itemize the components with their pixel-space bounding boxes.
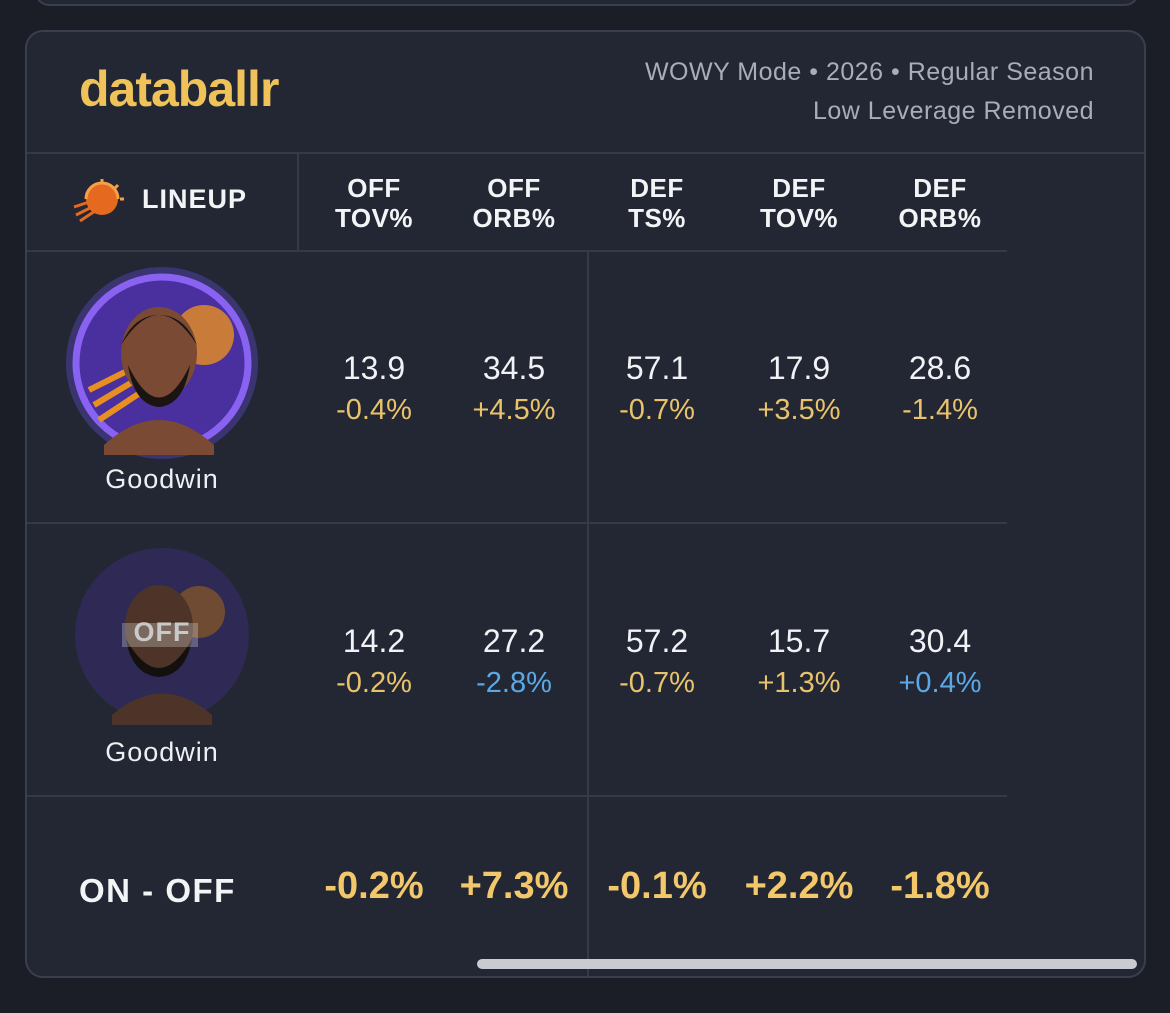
stat-delta: -0.4% [336,394,412,426]
lineup-header: LINEUP [142,184,248,214]
column-header: OFF [487,173,541,203]
on-off-value: -0.2% [324,865,424,907]
meta-line: WOWY Mode • 2026 • Regular Season [644,58,1094,86]
column-header: TOV% [334,203,414,233]
stat-delta: +0.4% [898,667,982,699]
player-photo-on [66,267,258,459]
column-header: OFF [347,173,401,203]
stat-delta: -0.7% [619,667,695,699]
stat-delta: +3.5% [757,394,841,426]
stat-value: 17.9 [767,350,831,386]
stat-value: 14.2 [342,623,406,659]
stat-value: 57.1 [625,350,689,386]
player-name: Goodwin [105,737,219,767]
on-off-value: -1.8% [890,865,990,907]
stat-value: 57.2 [625,623,689,659]
divider [27,152,1144,154]
column-header: DEF [913,173,967,203]
wowy-card: databallr WOWY Mode • 2026 • Regular Sea… [25,30,1146,978]
stat-value: 13.9 [342,350,406,386]
divider [27,795,1007,797]
stat-delta: -1.4% [902,394,978,426]
logo: databallr [79,61,279,117]
stat-delta: +1.3% [757,667,841,699]
player-photo-off [75,548,249,725]
team-logo [73,179,124,223]
previous-card [35,0,1139,6]
stat-value: 34.5 [482,350,546,386]
stat-delta: -0.7% [619,394,695,426]
on-off-value: +2.2% [744,865,854,907]
scrollbar[interactable] [477,959,1137,969]
stat-value: 27.2 [482,623,546,659]
column-header: DEF [630,173,684,203]
column-header: ORB% [472,203,556,233]
divider [297,154,299,250]
divider [27,522,1007,524]
stat-value: 28.6 [908,350,972,386]
column-header: ORB% [898,203,982,233]
summary-label: ON - OFF [79,872,236,909]
meta-line: Low Leverage Removed [813,97,1094,125]
stat-value: 30.4 [908,623,972,659]
player-name: Goodwin [105,464,219,494]
column-header: TOV% [759,203,839,233]
column-header: DEF [772,173,826,203]
stat-delta: -2.8% [476,667,552,699]
stat-delta: -0.2% [336,667,412,699]
on-off-value: -0.1% [607,865,707,907]
stat-value: 15.7 [767,623,831,659]
stat-delta: +4.5% [472,394,556,426]
column-header: TS% [628,203,686,233]
divider [587,252,589,976]
off-label: OFF [133,617,191,647]
divider [27,250,1007,252]
on-off-value: +7.3% [459,865,569,907]
